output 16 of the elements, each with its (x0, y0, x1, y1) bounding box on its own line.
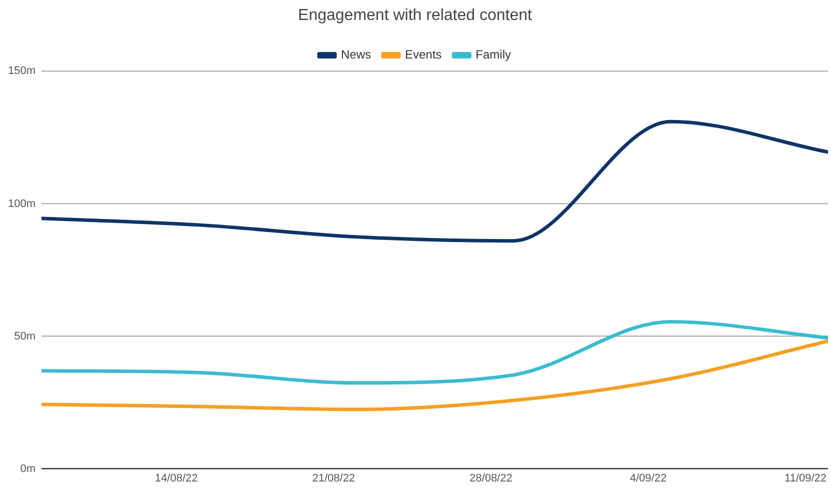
x-tick-label: 11/09/22 (784, 472, 827, 484)
line-series (42, 320, 828, 385)
line-series (42, 120, 828, 243)
y-tick-label: 100m (8, 198, 36, 210)
x-tick-label: 14/08/22 (154, 472, 198, 484)
x-tick-label: 28/08/22 (470, 472, 512, 484)
legend-label: Family (476, 48, 512, 62)
legend-label: Events (404, 48, 442, 62)
legend-label: News (340, 48, 372, 62)
x-tick-label: 4/09/22 (630, 472, 667, 484)
y-tick-label: 150m (8, 65, 36, 78)
chart-title: Engagement with related content (298, 7, 533, 24)
y-tick-label: 0m (20, 462, 36, 475)
x-tick-label: 21/08/22 (312, 472, 356, 484)
y-tick-label: 50m (14, 330, 36, 342)
line-series (42, 339, 828, 412)
